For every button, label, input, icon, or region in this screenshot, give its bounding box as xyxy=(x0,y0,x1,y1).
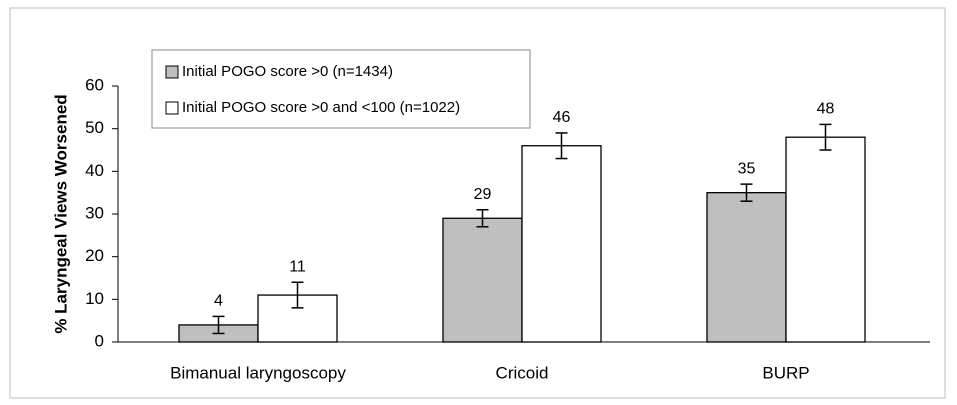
value-label: 4 xyxy=(214,293,223,310)
value-label: 11 xyxy=(289,258,306,275)
value-label: 46 xyxy=(553,109,571,126)
legend-swatch xyxy=(165,101,179,115)
y-tick-label: 60 xyxy=(85,75,104,94)
value-label: 35 xyxy=(738,160,756,177)
bar xyxy=(706,192,787,343)
y-tick-label: 10 xyxy=(85,289,104,308)
y-tick-label: 50 xyxy=(85,118,104,137)
y-tick-label: 40 xyxy=(85,161,104,180)
value-label: 48 xyxy=(817,101,835,118)
value-label: 29 xyxy=(474,186,492,203)
y-tick-label: 30 xyxy=(85,203,104,222)
bar xyxy=(785,136,866,343)
x-tick-label: BURP xyxy=(762,363,809,382)
legend-swatch xyxy=(165,65,179,79)
y-axis-label: % Laryngeal Views Worsened xyxy=(51,94,70,333)
x-tick-label: Bimanual laryngoscopy xyxy=(170,363,346,382)
legend-label: Initial POGO score >0 and <100 (n=1022) xyxy=(182,99,460,116)
bar xyxy=(442,217,523,343)
bar xyxy=(521,145,602,343)
legend-box xyxy=(151,49,531,129)
y-tick-label: 0 xyxy=(95,331,104,350)
x-tick-label: Cricoid xyxy=(496,363,549,382)
y-tick-label: 20 xyxy=(85,246,104,265)
legend-label: Initial POGO score >0 (n=1434) xyxy=(182,63,393,80)
